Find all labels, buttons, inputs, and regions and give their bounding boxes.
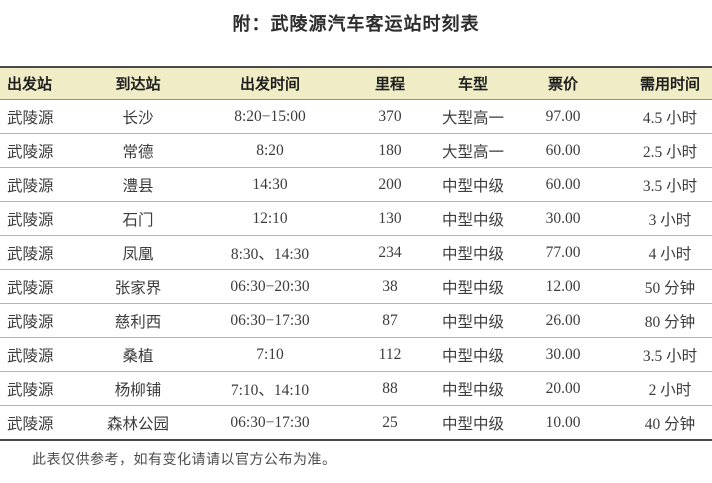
cell: 武陵源 <box>0 303 86 338</box>
cell: 112 <box>350 337 430 372</box>
table-row: 武陵源 石门 12:10 130 中型中级 30.00 3 小时 <box>0 201 712 236</box>
cell: 80 分钟 <box>610 303 712 338</box>
cell: 4 小时 <box>610 235 712 270</box>
cell: 3 小时 <box>610 201 712 236</box>
cell: 中型中级 <box>430 303 516 338</box>
table-row: 武陵源 长沙 8:20−15:00 370 大型高一 97.00 4.5 小时 <box>0 99 712 134</box>
cell: 97.00 <box>516 99 610 134</box>
cell: 06:30−20:30 <box>190 269 350 304</box>
cell: 杨柳铺 <box>86 371 190 406</box>
cell: 森林公园 <box>86 405 190 441</box>
cell: 26.00 <box>516 303 610 338</box>
cell: 中型中级 <box>430 201 516 236</box>
column-header-6: 票价 <box>516 66 610 100</box>
cell: 200 <box>350 167 430 202</box>
cell: 凤凰 <box>86 235 190 270</box>
header-row: 出发站 到达站 出发时间 里程 车型 票价 需用时间 <box>0 66 712 100</box>
cell: 武陵源 <box>0 235 86 270</box>
cell: 张家界 <box>86 269 190 304</box>
cell: 武陵源 <box>0 99 86 134</box>
cell: 40 分钟 <box>610 405 712 441</box>
table-row: 武陵源 凤凰 8:30、14:30 234 中型中级 77.00 4 小时 <box>0 235 712 270</box>
cell: 14:30 <box>190 167 350 202</box>
cell: 4.5 小时 <box>610 99 712 134</box>
table-row: 武陵源 杨柳铺 7:10、14:10 88 中型中级 20.00 2 小时 <box>0 371 712 406</box>
cell: 武陵源 <box>0 337 86 372</box>
column-header-3: 出发时间 <box>190 66 350 100</box>
cell: 澧县 <box>86 167 190 202</box>
cell: 慈利西 <box>86 303 190 338</box>
cell: 30.00 <box>516 201 610 236</box>
cell: 中型中级 <box>430 235 516 270</box>
table-row: 武陵源 桑植 7:10 112 中型中级 30.00 3.5 小时 <box>0 337 712 372</box>
cell: 7:10 <box>190 337 350 372</box>
cell: 2 小时 <box>610 371 712 406</box>
cell: 石门 <box>86 201 190 236</box>
cell: 8:30、14:30 <box>190 235 350 270</box>
cell: 87 <box>350 303 430 338</box>
cell: 武陵源 <box>0 167 86 202</box>
cell: 06:30−17:30 <box>190 303 350 338</box>
table-row: 武陵源 澧县 14:30 200 中型中级 60.00 3.5 小时 <box>0 167 712 202</box>
cell: 30.00 <box>516 337 610 372</box>
cell: 20.00 <box>516 371 610 406</box>
cell: 中型中级 <box>430 269 516 304</box>
timetable-header: 出发站 到达站 出发时间 里程 车型 票价 需用时间 <box>0 66 712 100</box>
cell: 10.00 <box>516 405 610 441</box>
column-header-7: 需用时间 <box>610 66 712 100</box>
cell: 370 <box>350 99 430 134</box>
cell: 桑植 <box>86 337 190 372</box>
cell: 2.5 小时 <box>610 133 712 168</box>
cell: 06:30−17:30 <box>190 405 350 441</box>
cell: 88 <box>350 371 430 406</box>
cell: 常德 <box>86 133 190 168</box>
footer-note: 此表仅供参考，如有变化请请以官方公布为准。 <box>32 453 337 468</box>
cell: 中型中级 <box>430 405 516 441</box>
cell: 中型中级 <box>430 371 516 406</box>
cell: 8:20 <box>190 133 350 168</box>
column-header-1: 出发站 <box>0 66 86 100</box>
cell: 武陵源 <box>0 133 86 168</box>
column-header-2: 到达站 <box>86 66 190 100</box>
cell: 武陵源 <box>0 201 86 236</box>
table-row: 武陵源 森林公园 06:30−17:30 25 中型中级 10.00 40 分钟 <box>0 405 712 441</box>
cell: 大型高一 <box>430 99 516 134</box>
timetable-page: 附：武陵源汽车客运站时刻表 出发站 到达站 出发时间 里程 车型 票价 需用时间 武陵源 长沙… <box>0 11 712 469</box>
cell: 234 <box>350 235 430 270</box>
cell: 武陵源 <box>0 371 86 406</box>
page-title: 附：武陵源汽车客运站时刻表 <box>232 14 480 34</box>
table-row: 武陵源 常德 8:20 180 大型高一 60.00 2.5 小时 <box>0 133 712 168</box>
cell: 3.5 小时 <box>610 167 712 202</box>
cell: 长沙 <box>86 99 190 134</box>
cell: 25 <box>350 405 430 441</box>
cell: 38 <box>350 269 430 304</box>
cell: 8:20−15:00 <box>190 99 350 134</box>
bus-timetable: 出发站 到达站 出发时间 里程 车型 票价 需用时间 武陵源 长沙 8:20−15:00 370 大… <box>0 66 712 441</box>
cell: 50 分钟 <box>610 269 712 304</box>
cell: 180 <box>350 133 430 168</box>
column-header-4: 里程 <box>350 66 430 100</box>
cell: 中型中级 <box>430 167 516 202</box>
cell: 武陵源 <box>0 405 86 441</box>
table-row: 武陵源 张家界 06:30−20:30 38 中型中级 12.00 50 分钟 <box>0 269 712 304</box>
table-row: 武陵源 慈利西 06:30−17:30 87 中型中级 26.00 80 分钟 <box>0 303 712 338</box>
cell: 大型高一 <box>430 133 516 168</box>
cell: 武陵源 <box>0 269 86 304</box>
cell: 60.00 <box>516 133 610 168</box>
cell: 77.00 <box>516 235 610 270</box>
cell: 130 <box>350 201 430 236</box>
cell: 7:10、14:10 <box>190 371 350 406</box>
cell: 60.00 <box>516 167 610 202</box>
cell: 12.00 <box>516 269 610 304</box>
cell: 3.5 小时 <box>610 337 712 372</box>
column-header-5: 车型 <box>430 66 516 100</box>
cell: 12:10 <box>190 201 350 236</box>
cell: 中型中级 <box>430 337 516 372</box>
timetable-body: 武陵源 长沙 8:20−15:00 370 大型高一 97.00 4.5 小时 武陵源 常德 8:… <box>0 99 712 441</box>
